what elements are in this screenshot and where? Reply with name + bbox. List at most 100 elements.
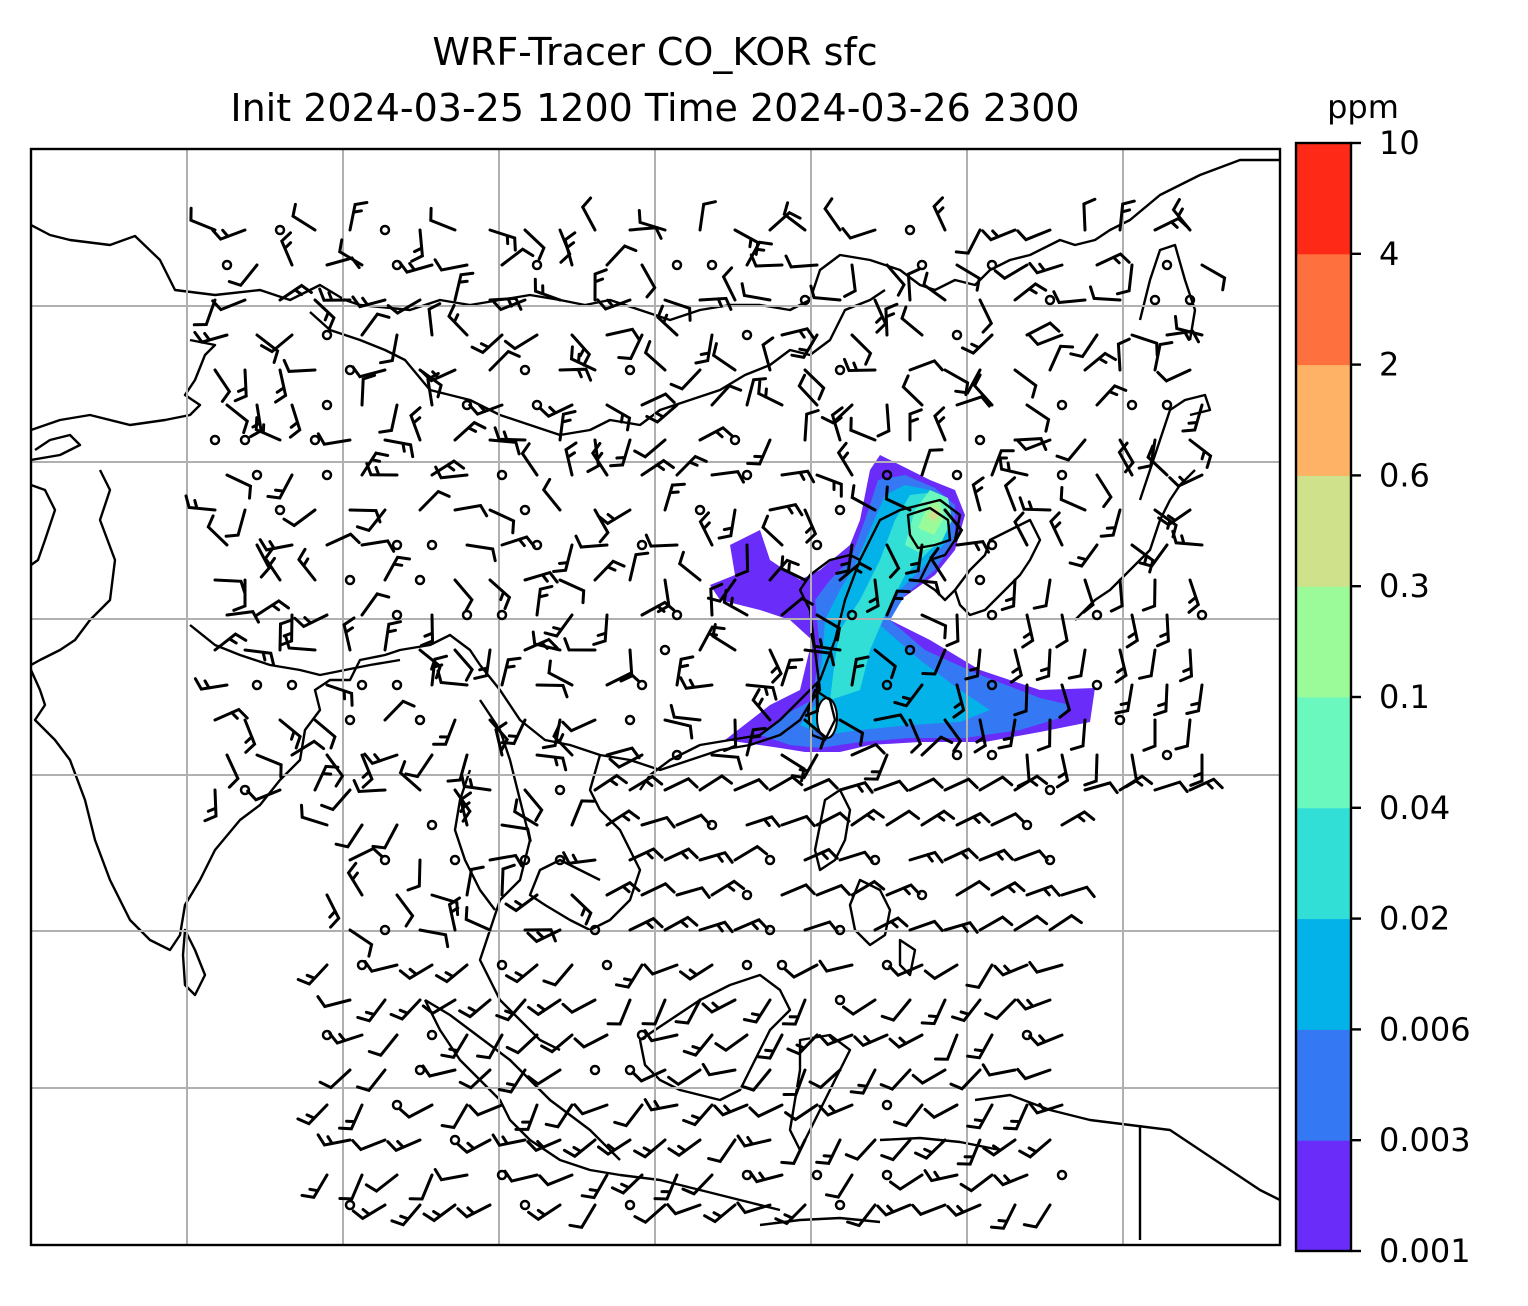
calm-marker [321, 329, 333, 341]
wind-barb [698, 774, 733, 792]
wind-barb [468, 403, 504, 416]
wind-barb [1095, 384, 1128, 407]
wind-barb [1185, 683, 1204, 715]
wind-barb [1114, 648, 1128, 684]
wind-barb [360, 592, 391, 617]
wind-barb [211, 228, 247, 241]
wind-barb [538, 1173, 574, 1187]
wind-barb [745, 726, 767, 757]
wind-barb [505, 1033, 539, 1055]
wind-barb [677, 550, 702, 582]
wind-barb [740, 1068, 772, 1092]
calm-marker [951, 469, 963, 481]
wind-barb [836, 441, 854, 477]
wind-barb [398, 963, 434, 981]
wind-barb [823, 197, 842, 232]
wind-barb [780, 814, 816, 828]
wind-barb [562, 1138, 597, 1159]
wind-barb [933, 406, 947, 442]
calm-marker [1161, 749, 1173, 761]
wind-barb [316, 995, 352, 1009]
wind-barb [211, 298, 247, 312]
wind-barb [904, 543, 924, 575]
calm-marker [449, 1134, 461, 1146]
wind-barb [562, 851, 597, 865]
wind-barb [1095, 473, 1113, 509]
wind-barb [863, 753, 889, 781]
wind-barb [500, 535, 536, 548]
wind-barb [675, 454, 708, 477]
wind-barb [468, 1103, 504, 1117]
wind-barb [1138, 543, 1169, 568]
wind-barb [666, 1203, 702, 1216]
colorbar-segment [1296, 807, 1351, 920]
wind-barb [628, 916, 664, 932]
wind-barb [889, 1173, 924, 1191]
wind-barb [815, 613, 842, 642]
wind-barb [291, 202, 317, 232]
wind-barb [780, 883, 816, 897]
wind-barb [488, 718, 510, 752]
calm-marker [1126, 399, 1138, 411]
wind-barb [1179, 648, 1194, 683]
wind-barb [1156, 613, 1170, 648]
wind-barb [698, 920, 734, 934]
wind-barb [371, 823, 399, 850]
wind-barb [698, 200, 717, 232]
wind-barb [707, 1138, 737, 1164]
wind-barb [978, 298, 994, 334]
wind-barb [644, 533, 679, 548]
wind-barb [346, 861, 364, 897]
wind-barb [568, 1203, 597, 1229]
wind-barb [351, 295, 387, 309]
wind-barb [906, 267, 921, 302]
calm-marker [834, 994, 846, 1006]
calm-marker [694, 504, 706, 516]
colorbar-tick-label: 0.6 [1379, 456, 1430, 494]
wind-barb [1003, 476, 1017, 512]
wind-barb [1142, 718, 1157, 752]
colorbar-segment [1296, 586, 1351, 698]
wind-barb [263, 547, 282, 582]
wind-barb [213, 368, 232, 403]
calm-marker [251, 469, 263, 481]
wind-barb [978, 848, 1014, 862]
wind-barb [1115, 263, 1134, 296]
calm-marker [1021, 819, 1033, 831]
wind-barb [908, 777, 944, 792]
wind-barb [597, 1138, 632, 1156]
wind-barb [640, 392, 676, 407]
wind-barb [628, 847, 664, 862]
wind-barb [290, 739, 326, 757]
wind-barb [430, 459, 466, 477]
wind-barb [360, 539, 396, 553]
wind-barb [803, 777, 839, 792]
wind-barb [418, 928, 450, 949]
wind-barb [1013, 368, 1038, 399]
calm-marker [496, 609, 508, 621]
wind-barb [1068, 543, 1099, 568]
colorbar-tick-label: 2 [1379, 346, 1399, 384]
wind-barb [453, 420, 487, 442]
wind-barb [797, 373, 819, 407]
wind-barb [820, 403, 854, 425]
wind-barb [491, 298, 527, 312]
wind-barb [320, 788, 352, 812]
wind-barb [981, 1063, 1017, 1077]
wind-barb [563, 231, 577, 267]
colorbar-tick-label: 0.001 [1379, 1232, 1471, 1270]
wind-barb [818, 1103, 854, 1117]
wind-barb [1118, 199, 1136, 232]
wind-barb [920, 735, 954, 757]
wind-barb [593, 268, 608, 302]
wind-barb [596, 298, 632, 311]
wind-barb [780, 1138, 807, 1165]
colorbar-segment [1296, 143, 1351, 255]
wind-barb [561, 998, 597, 1015]
wind-barb [318, 1068, 352, 1090]
wind-barb [850, 655, 870, 687]
wind-barb [280, 231, 294, 267]
wind-barb [383, 555, 411, 582]
wind-barb [746, 438, 772, 466]
wind-barb [640, 815, 676, 829]
